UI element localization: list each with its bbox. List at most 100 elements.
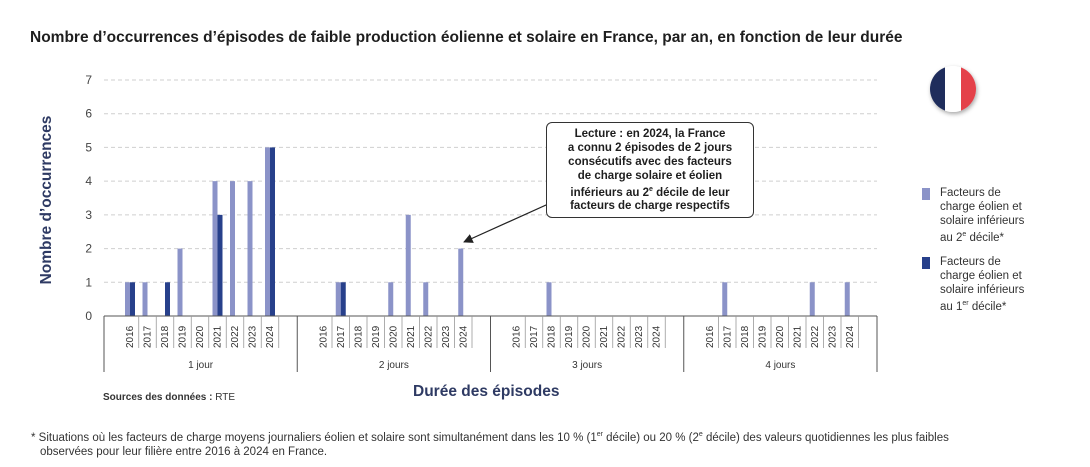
- year-tick-label: 2021: [213, 325, 224, 348]
- year-tick-label: 2016: [512, 325, 523, 348]
- flag-stripe: [945, 66, 961, 112]
- year-tick-label: 2023: [827, 325, 838, 348]
- bar: [217, 214, 223, 316]
- year-tick-label: 2020: [388, 325, 399, 348]
- year-tick-label: 2019: [564, 325, 575, 348]
- annotation-line: Lecture : en 2024, la France: [574, 127, 726, 140]
- bar: [125, 282, 130, 316]
- bar: [423, 282, 429, 316]
- bar: [270, 147, 275, 316]
- source-label: Sources des données :: [103, 392, 213, 403]
- legend-swatch: [922, 188, 930, 200]
- year-tick-label: 2018: [353, 325, 364, 348]
- bar: [335, 282, 341, 316]
- year-tick-label: 2022: [423, 325, 434, 348]
- bar: [722, 282, 728, 316]
- footnote: * Situations où les facteurs de charge m…: [31, 431, 949, 458]
- y-tick-label: 3: [85, 208, 92, 222]
- year-tick-label: 2017: [529, 325, 540, 348]
- bar: [265, 147, 270, 316]
- bar: [546, 282, 552, 316]
- year-tick-label: 2024: [458, 325, 469, 348]
- annotation-line: a connu 2 épisodes de 2 jours: [567, 141, 733, 154]
- annotation-box: Lecture : en 2024, la France a connu 2 é…: [546, 122, 754, 218]
- annotation-line: consécutifs avec des facteurs: [568, 155, 732, 168]
- bars: [125, 147, 850, 316]
- france-flag-icon: [930, 66, 976, 112]
- bar: [247, 181, 253, 316]
- legend: Facteurs de charge éolien et solaire inf…: [922, 186, 1072, 324]
- year-tick-label: 2018: [740, 325, 751, 348]
- year-tick-label: 2016: [705, 325, 716, 348]
- flag-stripe: [930, 66, 946, 112]
- year-tick-label: 2023: [248, 325, 259, 348]
- annotation-line: de charge solaire et éolien: [577, 169, 723, 182]
- bar: [230, 181, 235, 316]
- legend-label: Facteurs de charge éolien et solaire inf…: [940, 255, 1025, 313]
- year-tick-label: 2019: [757, 325, 768, 348]
- annotation-sup: e: [649, 185, 653, 193]
- year-tick-label: 2020: [582, 325, 593, 348]
- legend-swatch: [922, 256, 930, 269]
- y-tick-label: 6: [85, 107, 92, 121]
- legend-label: Facteurs de charge éolien et solaire inf…: [940, 187, 1025, 244]
- year-tick-label: 2018: [160, 325, 171, 348]
- year-tick-label: 2021: [599, 325, 610, 348]
- y-axis-title: Nombre d’occurrences: [38, 115, 55, 285]
- group-label: 3 jours: [572, 360, 602, 371]
- bar: [130, 282, 135, 316]
- y-tick-label: 2: [85, 242, 92, 256]
- data-source: Sources des données : RTE: [103, 392, 235, 403]
- bar: [844, 282, 850, 316]
- year-tick-label: 2023: [441, 325, 452, 348]
- bar: [177, 248, 183, 316]
- y-tick-label: 7: [85, 73, 92, 87]
- chart-title: Nombre d’occurrences d’épisodes de faibl…: [30, 29, 903, 46]
- bar: [142, 282, 148, 316]
- year-tick-label: 2019: [371, 325, 382, 348]
- year-tick-label: 2024: [845, 325, 856, 348]
- year-tick-label: 2024: [652, 325, 663, 348]
- year-tick-label: 2022: [230, 325, 241, 348]
- group-label: 2 jours: [379, 360, 409, 371]
- year-tick-label: 2016: [125, 325, 136, 348]
- x-axis-title: Durée des épisodes: [413, 383, 560, 400]
- y-tick-label: 1: [85, 275, 92, 289]
- bar: [212, 181, 218, 316]
- year-tick-label: 2022: [617, 325, 628, 348]
- year-tick-label: 2016: [318, 325, 329, 348]
- year-tick-label: 2022: [810, 325, 821, 348]
- y-tick-label: 5: [85, 140, 92, 154]
- year-tick-label: 2020: [195, 325, 206, 348]
- annotation-line: inférieurs au 2: [570, 186, 649, 199]
- year-tick-label: 2017: [143, 325, 154, 348]
- group-label: 4 jours: [765, 360, 795, 371]
- bar: [809, 282, 815, 316]
- bar: [405, 214, 411, 316]
- flag-stripe: [960, 66, 976, 112]
- y-axis-ticks: 0 1 2 3 4 5 6 7: [85, 73, 92, 323]
- annotation-line: facteurs de charge respectifs: [570, 200, 730, 213]
- year-tick-label: 2018: [547, 325, 558, 348]
- y-tick-label: 4: [85, 174, 92, 188]
- year-tick-label: 2017: [722, 325, 733, 348]
- group-label: 1 jour: [188, 360, 214, 371]
- bar: [458, 248, 464, 316]
- year-tick-label: 2024: [265, 325, 276, 348]
- year-tick-label: 2023: [634, 325, 645, 348]
- bar: [340, 282, 346, 316]
- year-tick-label: 2019: [178, 325, 189, 348]
- source-value: RTE: [212, 392, 236, 403]
- annotation-line: décile de leur: [652, 186, 730, 199]
- legend-item-2e-decile: Facteurs de charge éolien et solaire inf…: [922, 186, 1072, 245]
- year-tick-label: 2021: [792, 325, 803, 348]
- year-tick-label: 2020: [775, 325, 786, 348]
- y-tick-label: 0: [85, 309, 92, 323]
- x-axis: 1 jour 2016 2017 2018 2019 2020 2021 2022 2023 20…: [103, 315, 878, 372]
- bar: [388, 282, 394, 316]
- year-tick-label: 2017: [336, 325, 347, 348]
- legend-item-1er-decile: Facteurs de charge éolien et solaire inf…: [922, 255, 1072, 314]
- year-tick-label: 2021: [406, 325, 417, 348]
- bar: [165, 282, 170, 316]
